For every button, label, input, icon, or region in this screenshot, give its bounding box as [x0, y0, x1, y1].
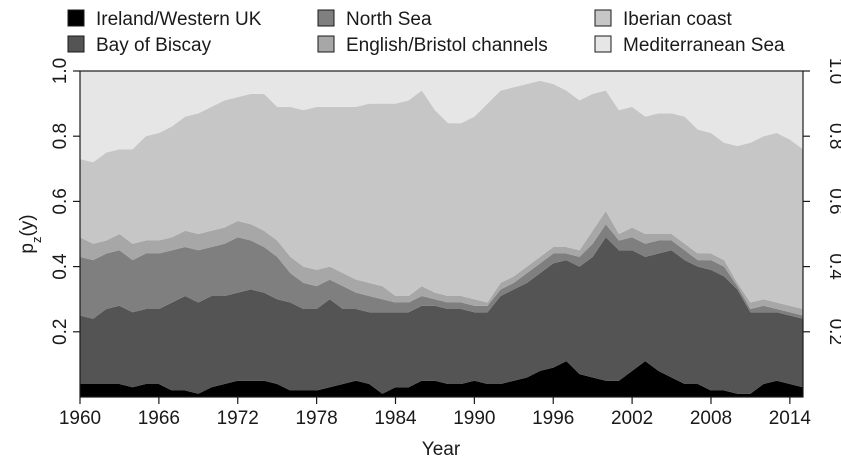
y-axis-right: 0.2 0.4 0.6 0.8 1.0 — [803, 58, 841, 345]
y-tick-label-left-2: 0.6 — [50, 188, 71, 214]
legend-label-2: North Sea — [346, 9, 432, 30]
legend-swatch-4 — [594, 9, 612, 27]
legend-swatch-5 — [594, 35, 612, 53]
y-tick-label-left-0: 0.2 — [50, 319, 71, 345]
y-axis-left: 0.2 0.4 0.6 0.8 1.0 — [50, 58, 80, 345]
x-tick-label-1984: 1984 — [374, 408, 417, 429]
x-tick-label-1990: 1990 — [453, 408, 495, 429]
legend-swatch-3 — [317, 35, 335, 53]
y-tick-label-right-2: 0.6 — [825, 188, 841, 214]
y-tick-label-right-3: 0.8 — [825, 123, 841, 149]
x-axis: 1960 1966 1972 1978 1984 1990 1996 2002 2008 2014 — [59, 397, 812, 429]
y-axis-title-main: p — [17, 243, 38, 254]
x-tick-label-1972: 1972 — [217, 408, 259, 429]
plot-areas — [80, 71, 803, 397]
legend-label-5: Mediterranean Sea — [623, 35, 785, 56]
area-series-1 — [80, 237, 803, 394]
legend-swatch-1 — [67, 35, 85, 53]
x-tick-label-1960: 1960 — [59, 408, 101, 429]
x-tick-label-1996: 1996 — [532, 408, 574, 429]
y-axis-title-subscript: z — [29, 237, 44, 244]
x-tick-label-1966: 1966 — [138, 408, 180, 429]
x-tick-label-2008: 2008 — [690, 408, 732, 429]
area-series-4 — [80, 80, 803, 309]
area-series-3 — [80, 211, 803, 316]
x-axis-title: Year — [422, 439, 461, 459]
y-tick-label-left-1: 0.4 — [50, 253, 71, 280]
plot-frame — [79, 70, 804, 398]
area-series-2 — [80, 224, 803, 319]
legend: Ireland/Western UK Bay of Biscay North Sea… — [67, 9, 785, 56]
y-tick-label-left-3: 0.8 — [50, 123, 71, 149]
y-tick-label-right-1: 0.4 — [825, 253, 841, 280]
legend-label-1: Bay of Biscay — [96, 35, 212, 56]
x-tick-label-1978: 1978 — [295, 408, 337, 429]
y-tick-label-right-4: 1.0 — [825, 58, 841, 84]
x-tick-label-2014: 2014 — [769, 408, 812, 429]
legend-swatch-2 — [317, 9, 335, 27]
y-axis-title: pz(y) — [17, 214, 44, 253]
legend-label-4: Iberian coast — [623, 9, 733, 30]
legend-label-3: English/Bristol channels — [346, 35, 548, 56]
area-series-5 — [80, 71, 803, 163]
x-tick-label-2002: 2002 — [611, 408, 653, 429]
y-tick-label-left-4: 1.0 — [50, 58, 71, 84]
y-tick-label-right-0: 0.2 — [825, 319, 841, 345]
legend-swatch-0 — [67, 9, 85, 27]
y-axis-title-tail: (y) — [17, 214, 38, 236]
area-series-0 — [80, 361, 803, 397]
legend-label-0: Ireland/Western UK — [96, 9, 262, 30]
